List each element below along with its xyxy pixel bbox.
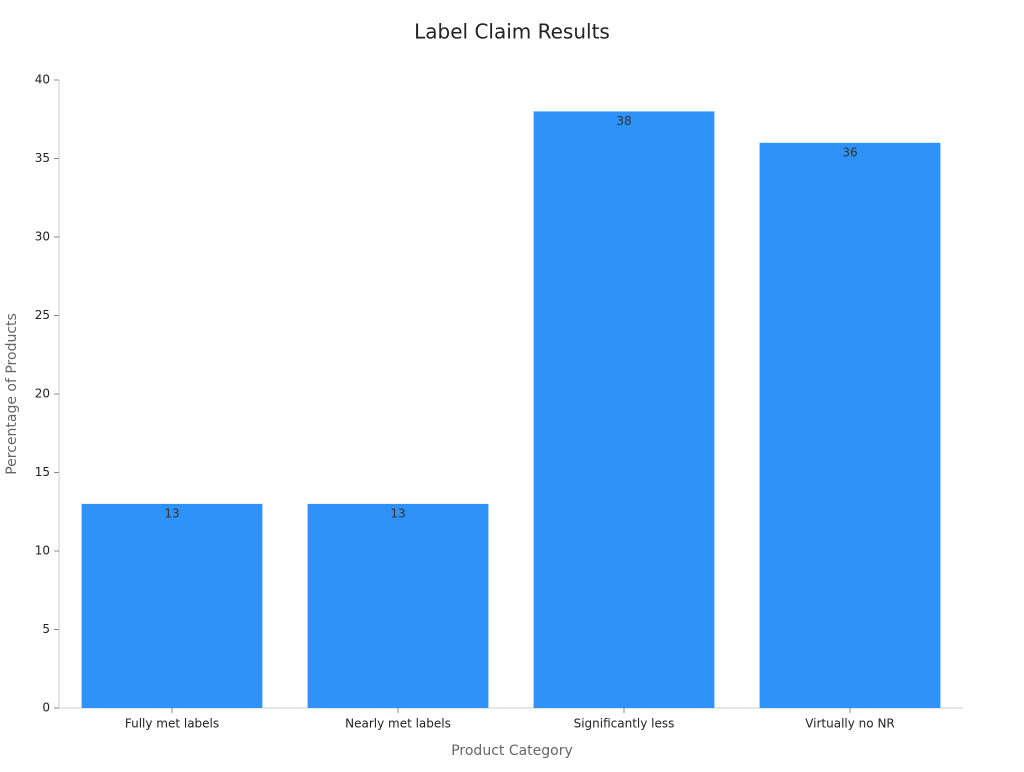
bar	[307, 503, 489, 708]
y-tick-label: 30	[35, 230, 50, 244]
chart-title: Label Claim Results	[414, 20, 610, 44]
y-tick-label: 5	[42, 622, 50, 636]
x-axis-label: Product Category	[451, 743, 573, 759]
x-tick-label: Significantly less	[574, 717, 675, 731]
y-tick-label: 15	[35, 465, 50, 479]
data-label: 13	[390, 506, 405, 520]
y-tick-label: 0	[42, 701, 50, 715]
x-tick-label: Nearly met labels	[345, 717, 451, 731]
x-tick-label: Virtually no NR	[805, 717, 895, 731]
y-tick-label: 25	[35, 308, 50, 322]
y-tick-label: 40	[35, 73, 50, 87]
y-tick-label: 35	[35, 151, 50, 165]
bar	[533, 111, 715, 708]
bar	[759, 142, 941, 709]
bar	[81, 503, 263, 708]
y-axis-label: Percentage of Products	[4, 313, 20, 475]
data-label: 38	[616, 114, 631, 128]
data-label: 13	[164, 506, 179, 520]
x-tick-label: Fully met labels	[125, 717, 219, 731]
y-tick-label: 20	[35, 387, 50, 401]
y-tick-label: 10	[35, 544, 50, 558]
data-label: 36	[842, 145, 857, 159]
